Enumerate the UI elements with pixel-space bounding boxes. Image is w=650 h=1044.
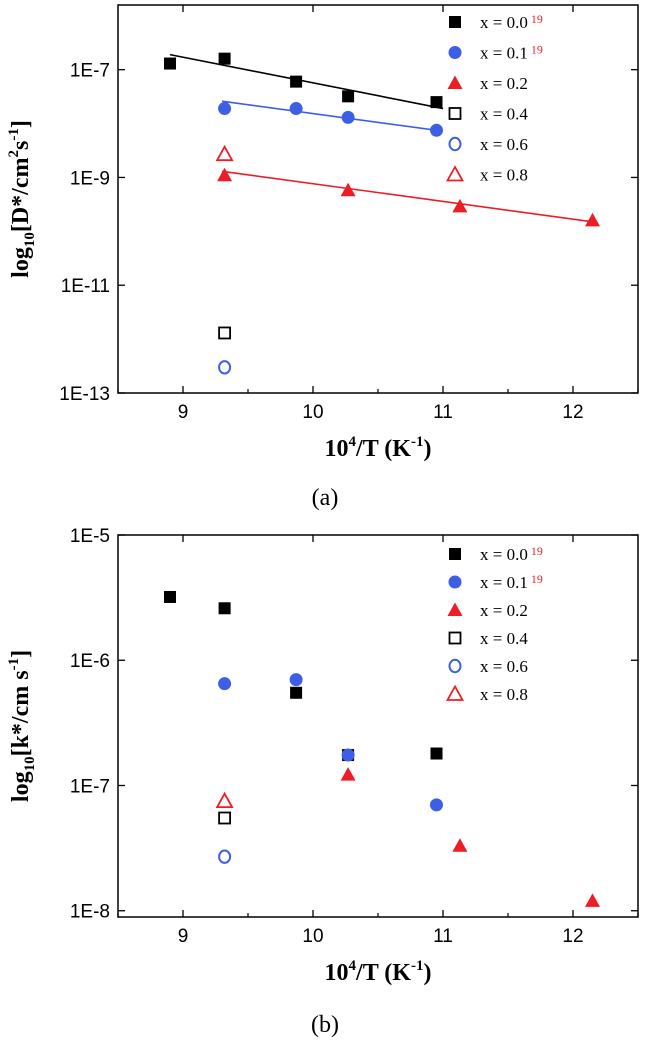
fit-line <box>221 100 437 132</box>
legend-marker <box>448 575 462 589</box>
x-tick-label: 12 <box>562 926 583 947</box>
legend-marker <box>445 165 465 182</box>
y-tick-label: 1E-6 <box>70 651 110 672</box>
data-point <box>218 52 231 65</box>
data-point <box>289 102 303 116</box>
legend-label: x = 0.6 <box>480 657 528 676</box>
fit-line <box>169 53 444 110</box>
data-point <box>585 893 600 907</box>
legend-marker <box>449 16 461 28</box>
data-point <box>341 748 355 762</box>
plot-frame <box>117 534 639 918</box>
data-point <box>218 602 231 615</box>
data-point <box>430 747 443 760</box>
data-point <box>452 838 468 852</box>
legend-marker <box>448 631 462 645</box>
legend-marker <box>448 107 462 120</box>
data-point <box>340 767 356 781</box>
legend-marker <box>449 548 461 560</box>
data-point <box>218 677 232 691</box>
fit-line <box>221 170 593 223</box>
x-tick-label: 9 <box>178 402 189 423</box>
data-point <box>430 96 443 109</box>
legend-marker <box>447 602 463 616</box>
data-point <box>218 326 232 340</box>
x-axis-label: 104/T (K-1) <box>325 958 432 986</box>
data-point <box>218 360 232 375</box>
y-tick-label: 1E-5 <box>70 526 110 547</box>
legend-marker <box>445 684 465 701</box>
y-axis-label: log10[D*/cm2s-1] <box>6 120 38 278</box>
data-point <box>452 198 468 213</box>
chart-panel-a: 9 10 11 12 1E-13 1E-11 1E-9 1E-7 104/T (K-1) log1… <box>6 4 639 511</box>
legend-label: x = 0.0 19 <box>480 544 543 564</box>
legend-label: x = 0.6 <box>480 135 528 154</box>
y-axis-label: log10[k*/cm s-1] <box>6 650 38 802</box>
legend-label: x = 0.8 <box>480 685 528 704</box>
legend-label: x = 0.8 <box>480 166 528 185</box>
data-point <box>341 110 355 124</box>
y-tick-label: 1E-7 <box>70 61 110 82</box>
x-axis-label: 104/T (K-1) <box>325 434 432 462</box>
x-tick-label: 10 <box>302 926 323 947</box>
data-point <box>290 686 303 699</box>
data-point <box>217 167 233 182</box>
x-tick-label: 10 <box>302 402 323 423</box>
data-point <box>289 673 303 687</box>
data-point <box>164 57 176 70</box>
panel-caption: (a) <box>312 485 339 511</box>
y-tick-label: 1E-8 <box>70 902 110 923</box>
y-tick-label: 1E-9 <box>70 168 110 189</box>
legend-marker <box>447 75 463 89</box>
y-tick-label: 1E-13 <box>59 384 110 405</box>
legend-label: x = 0.1 19 <box>480 43 543 63</box>
data-point <box>290 75 303 88</box>
data-point <box>215 144 234 162</box>
legend-label: x = 0.2 <box>480 601 528 620</box>
data-point <box>215 791 234 809</box>
legend-marker <box>448 46 462 59</box>
data-point <box>164 590 176 603</box>
data-point <box>218 811 232 825</box>
chart-panel-b: 9 10 11 12 1E-8 1E-7 1E-6 1E-5 104/T (K-1) log10[… <box>6 526 639 1038</box>
data-point <box>218 102 232 116</box>
x-tick-label: 12 <box>562 402 583 423</box>
legend-label: x = 0.2 <box>480 74 528 93</box>
legend-marker <box>448 658 462 674</box>
x-tick-label: 11 <box>433 926 453 947</box>
legend-label: x = 0.0 19 <box>480 12 543 32</box>
legend-marker <box>448 136 462 152</box>
legend-label: x = 0.1 19 <box>480 572 543 592</box>
panel-caption: (b) <box>311 1012 339 1038</box>
legend-label: x = 0.4 <box>480 629 528 648</box>
data-point <box>585 212 600 227</box>
plot-frame <box>117 4 639 394</box>
data-point <box>218 849 232 864</box>
y-tick-label: 1E-7 <box>70 776 110 797</box>
data-point <box>342 90 355 103</box>
x-tick-label: 9 <box>178 926 189 947</box>
x-tick-label: 11 <box>433 402 453 423</box>
data-point <box>430 798 443 812</box>
data-point <box>430 123 443 137</box>
legend-label: x = 0.4 <box>480 105 528 124</box>
data-point <box>340 182 356 197</box>
y-tick-label: 1E-11 <box>61 276 110 297</box>
